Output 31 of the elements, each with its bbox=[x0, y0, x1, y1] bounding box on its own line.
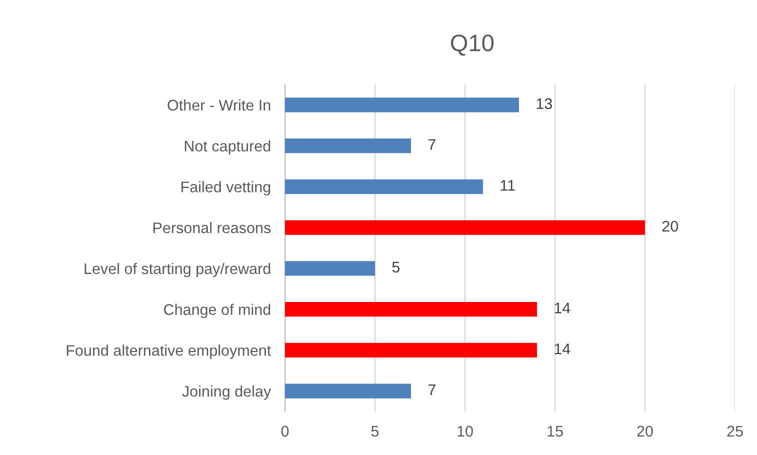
x-tick-label: 15 bbox=[548, 426, 563, 437]
y-tick-label: Failed vetting bbox=[182, 181, 270, 196]
bar bbox=[285, 384, 411, 398]
bar bbox=[285, 302, 537, 317]
bar bbox=[285, 138, 411, 154]
data-label: 13 bbox=[536, 98, 552, 110]
y-tick-label: Other - Write In bbox=[168, 99, 270, 111]
chart-title: Q10 bbox=[450, 34, 494, 56]
bar bbox=[285, 220, 645, 235]
bar bbox=[285, 342, 537, 358]
data-label: 7 bbox=[428, 139, 436, 150]
bar bbox=[285, 98, 519, 112]
y-tick-label: Joining delay bbox=[182, 386, 272, 400]
y-tick-label: Found alternative employment bbox=[66, 344, 272, 359]
x-tick-label: 20 bbox=[637, 426, 653, 437]
y-tick-label: Not captured bbox=[184, 140, 270, 155]
bar bbox=[285, 261, 375, 276]
y-tick-label: Personal reasons bbox=[153, 222, 271, 234]
data-label: 7 bbox=[428, 384, 436, 396]
x-tick-label: 25 bbox=[727, 426, 743, 437]
x-tick-label: 10 bbox=[458, 426, 473, 437]
x-tick-label: 5 bbox=[371, 426, 379, 437]
x-tick-label: 0 bbox=[281, 426, 289, 437]
y-tick-label: Level of starting pay/reward bbox=[84, 262, 270, 278]
data-label: 5 bbox=[392, 262, 400, 273]
bar bbox=[285, 179, 483, 194]
data-label: 14 bbox=[554, 344, 570, 354]
y-tick-label: Change of mind bbox=[164, 304, 270, 318]
data-label: 14 bbox=[554, 302, 570, 314]
data-label: 11 bbox=[500, 180, 515, 191]
data-label: 20 bbox=[662, 220, 678, 232]
